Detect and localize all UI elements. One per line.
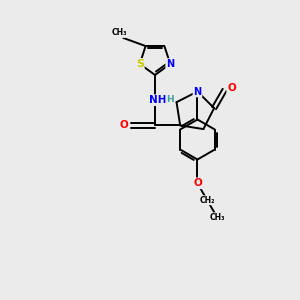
Text: H: H: [166, 95, 174, 104]
Text: NH: NH: [149, 95, 167, 105]
Text: N: N: [166, 59, 174, 69]
Text: CH₃: CH₃: [112, 28, 127, 38]
Text: CH₃: CH₃: [209, 213, 225, 222]
Text: S: S: [136, 59, 144, 69]
Text: O: O: [193, 178, 202, 188]
Text: O: O: [227, 83, 236, 93]
Text: O: O: [120, 120, 129, 130]
Text: N: N: [194, 86, 202, 97]
Text: CH₂: CH₂: [200, 196, 215, 205]
